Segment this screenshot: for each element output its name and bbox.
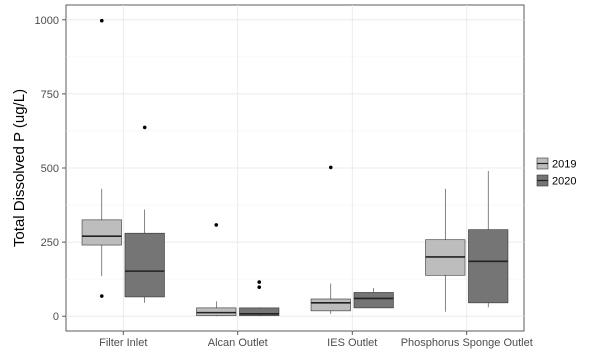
box-2019-1 xyxy=(196,223,237,317)
y-tick-label: 500 xyxy=(41,163,59,175)
y-tick-label: 750 xyxy=(41,89,59,101)
y-axis-title: Total Dissolved P (ug/L) xyxy=(11,89,28,247)
box-2019-0 xyxy=(81,18,122,298)
y-tick-label: 250 xyxy=(41,237,59,249)
box-2020-1 xyxy=(239,280,280,317)
x-tick-label: Alcan Outlet xyxy=(208,337,268,349)
outlier-point xyxy=(214,223,219,227)
outlier-point xyxy=(99,294,104,298)
box-body xyxy=(468,229,509,304)
legend: 2019 2020 xyxy=(536,157,576,188)
x-tick-label: IES Outlet xyxy=(327,337,377,349)
box-2019-2 xyxy=(310,165,351,314)
box-body xyxy=(81,219,122,246)
outlier-point xyxy=(142,125,147,130)
outlier-point xyxy=(328,165,333,170)
outlier-point xyxy=(257,285,262,289)
box-body xyxy=(310,298,351,312)
y-tick-label: 0 xyxy=(53,311,59,323)
box-2019-3 xyxy=(425,188,466,312)
box-2020-2 xyxy=(353,288,394,309)
x-axis: Filter Inlet Alcan Outlet IES Outlet Phosph… xyxy=(99,331,533,349)
box-2020-3 xyxy=(468,170,509,308)
box-body xyxy=(239,307,280,316)
outlier-point xyxy=(99,18,104,23)
box-body xyxy=(196,307,237,316)
legend-label-2020: 2020 xyxy=(552,176,576,188)
y-axis: 0 250 500 750 1000 xyxy=(35,15,66,323)
x-tick-label: Filter Inlet xyxy=(99,337,147,349)
x-tick-label: Phosphorus Sponge Outlet xyxy=(401,337,533,349)
box-body xyxy=(124,232,165,298)
y-tick-label: 1000 xyxy=(35,15,59,27)
legend-label-2019: 2019 xyxy=(552,159,576,171)
box-body xyxy=(353,292,394,309)
outlier-point xyxy=(257,280,262,284)
boxes xyxy=(81,18,509,317)
box-2020-0 xyxy=(124,125,165,303)
